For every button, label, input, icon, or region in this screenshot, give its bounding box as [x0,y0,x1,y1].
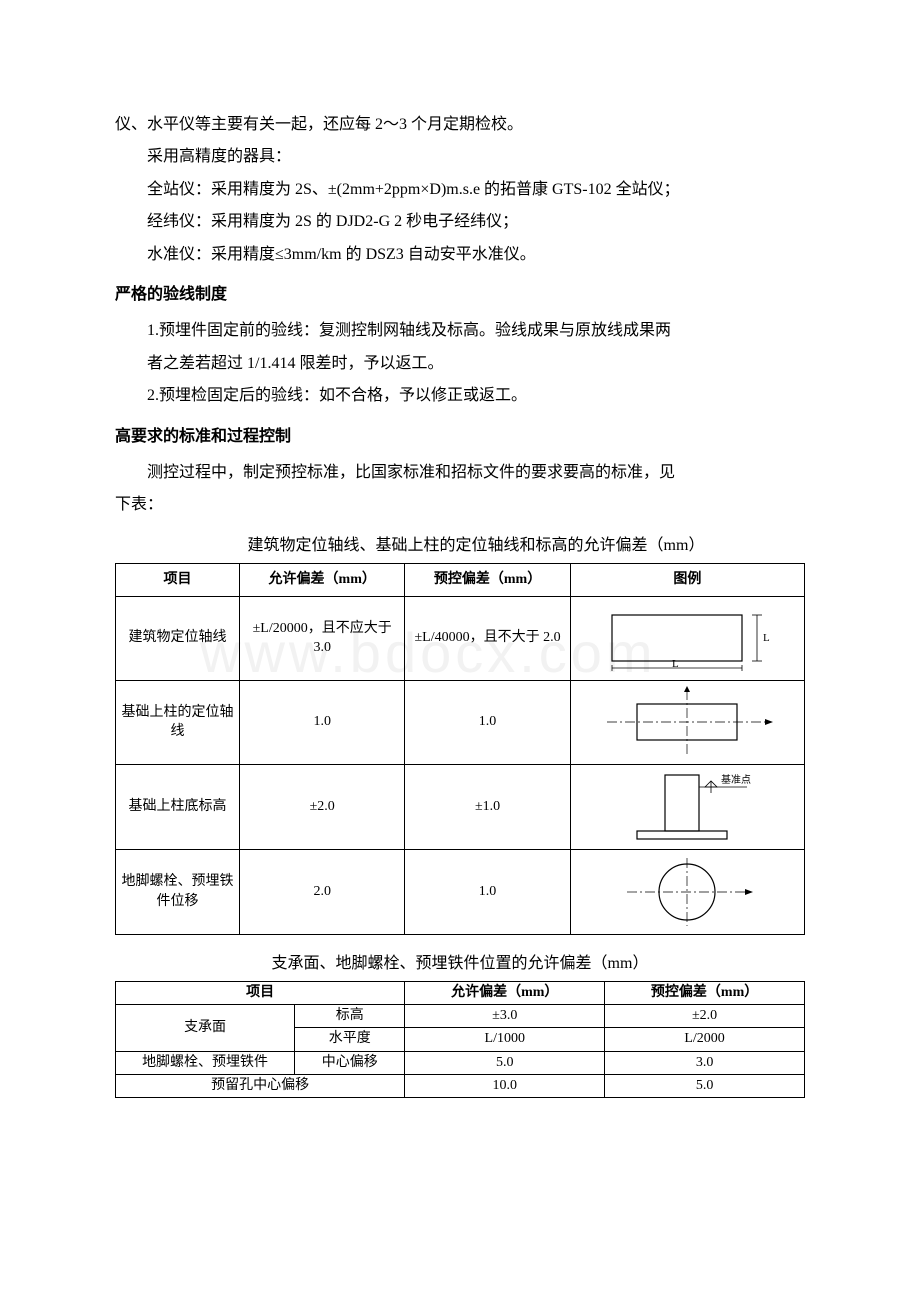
diagram-cell [570,680,804,764]
paragraph: 2.预埋检固定后的验线：如不合格，予以修正或返工。 [147,381,805,411]
cell-project: 地脚螺栓、预埋铁件位移 [116,849,240,934]
cell-pre: ±2.0 [605,1005,805,1028]
cell-allow: L/1000 [405,1028,605,1051]
cell-allow: ±L/20000，且不应大于 3.0 [240,596,405,680]
col-header: 允许偏差（mm） [405,982,605,1005]
diagram-cell [570,849,804,934]
cell-project: 基础上柱底标高 [116,764,240,849]
table-row: 预留孔中心偏移 10.0 5.0 [116,1074,805,1097]
table-caption: 建筑物定位轴线、基础上柱的定位轴线和标高的允许偏差（mm） [115,531,805,561]
col-header: 项目 [116,564,240,597]
section-heading: 严格的验线制度 [115,280,805,310]
table-row: 建筑物定位轴线 ±L/20000，且不应大于 3.0 ±L/40000，且不大于… [116,596,805,680]
col-header: 项目 [116,982,405,1005]
svg-text:L: L [672,658,679,670]
cell-project: 基础上柱的定位轴线 [116,680,240,764]
diagram-cell: 基准点 [570,764,804,849]
paragraph: 全站仪：采用精度为 2S、±(2mm+2ppm×D)m.s.e 的拓普康 GTS… [115,175,805,205]
cell-pre: L/2000 [605,1028,805,1051]
deviation-table-2: 项目 允许偏差（mm） 预控偏差（mm） 支承面 标高 ±3.0 ±2.0 水平… [115,981,805,1098]
cell-allow: 5.0 [405,1051,605,1074]
cell-pre: 5.0 [605,1074,805,1097]
diagram-rect-L-icon: L L [597,603,777,673]
col-header: 允许偏差（mm） [240,564,405,597]
cell-allow: 2.0 [240,849,405,934]
paragraph: 下表： [115,490,805,520]
col-header: 图例 [570,564,804,597]
datum-label: 基准点 [721,773,751,786]
cell-allow: ±2.0 [240,764,405,849]
table-header-row: 项目 允许偏差（mm） 预控偏差（mm） 图例 [116,564,805,597]
diagram-column-elevation-icon: 基准点 [597,769,777,845]
paragraph: 1.预埋件固定前的验线：复测控制网轴线及标高。验线成果与原放线成果两 [147,316,805,346]
cell-pre: 1.0 [405,680,570,764]
diagram-axis-rect-icon [597,686,777,758]
cell-allow: 1.0 [240,680,405,764]
cell-sub: 标高 [295,1005,405,1028]
cell-allow: ±3.0 [405,1005,605,1028]
paragraph: 水准仪：采用精度≤3mm/km 的 DSZ3 自动安平水准仪。 [115,240,805,270]
cell-project: 预留孔中心偏移 [116,1074,405,1097]
svg-text:L: L [763,632,770,644]
deviation-table-1: 项目 允许偏差（mm） 预控偏差（mm） 图例 建筑物定位轴线 ±L/20000… [115,563,805,935]
col-header: 预控偏差（mm） [405,564,570,597]
table-header-row: 项目 允许偏差（mm） 预控偏差（mm） [116,982,805,1005]
paragraph: 仪、水平仪等主要有关一起，还应每 2～3 个月定期检校。 [115,110,805,140]
cell-allow: 10.0 [405,1074,605,1097]
cell-project: 支承面 [116,1005,295,1051]
cell-pre: 1.0 [405,849,570,934]
paragraph: 经纬仪：采用精度为 2S 的 DJD2-G 2 秒电子经纬仪； [115,207,805,237]
cell-project: 建筑物定位轴线 [116,596,240,680]
section-heading: 高要求的标准和过程控制 [115,422,805,452]
paragraph: 采用高精度的器具： [115,142,805,172]
cell-pre: 3.0 [605,1051,805,1074]
col-header: 预控偏差（mm） [605,982,805,1005]
cell-sub: 水平度 [295,1028,405,1051]
paragraph: 者之差若超过 1/1.414 限差时，予以返工。 [147,349,805,379]
table-caption: 支承面、地脚螺栓、预埋铁件位置的允许偏差（mm） [115,949,805,979]
table-row: 基础上柱底标高 ±2.0 ±1.0 基准点 [116,764,805,849]
cell-project: 地脚螺栓、预埋铁件 [116,1051,295,1074]
table-row: 基础上柱的定位轴线 1.0 1.0 [116,680,805,764]
cell-pre: ±L/40000，且不大于 2.0 [405,596,570,680]
cell-sub: 中心偏移 [295,1051,405,1074]
cell-pre: ±1.0 [405,764,570,849]
table-row: 支承面 标高 ±3.0 ±2.0 [116,1005,805,1028]
paragraph: 测控过程中，制定预控标准，比国家标准和招标文件的要求要高的标准，见 [115,458,805,488]
table-row: 地脚螺栓、预埋铁件 中心偏移 5.0 3.0 [116,1051,805,1074]
table-row: 地脚螺栓、预埋铁件位移 2.0 1.0 [116,849,805,934]
diagram-circle-axis-icon [597,854,777,930]
diagram-cell: L L [570,596,804,680]
